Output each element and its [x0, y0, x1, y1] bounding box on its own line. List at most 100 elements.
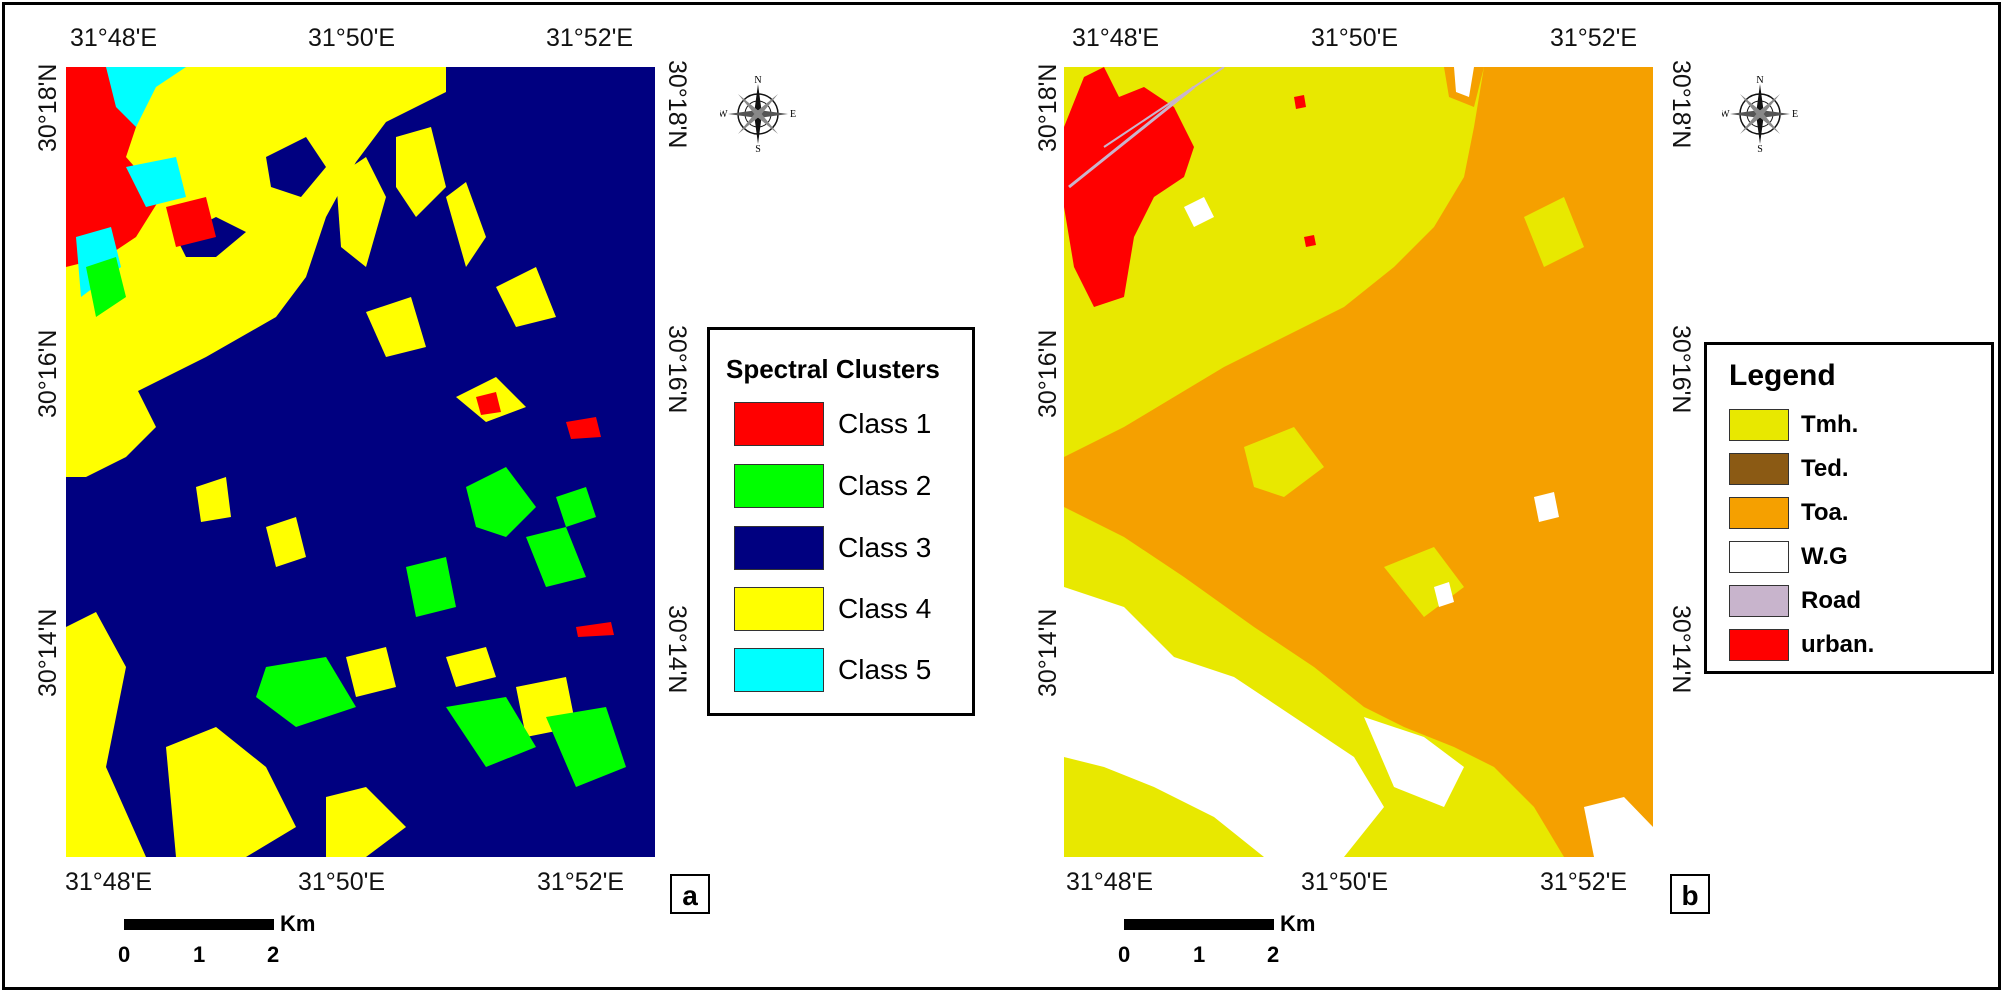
compass-s: S: [1757, 144, 1763, 152]
legend-item-label: Tmh.: [1801, 411, 1859, 438]
legend-item: Toa.: [1729, 497, 1849, 529]
legend-item-label: Class 1: [838, 408, 932, 439]
class-4-region: [446, 182, 486, 267]
legend-spectral-clusters: Spectral Clusters Class 1 Class 2 Class …: [707, 327, 975, 716]
compass-s: S: [755, 144, 761, 152]
class-5-region: [76, 227, 121, 297]
scale-unit: Km: [280, 911, 316, 936]
wg-region: [1534, 492, 1559, 522]
class-2-region: [466, 467, 536, 537]
lon-tick-top: 31°50'E: [308, 24, 396, 52]
legend-swatch: [734, 648, 824, 692]
class-2-region: [526, 527, 586, 587]
lon-tick-top: 31°48'E: [1072, 24, 1160, 52]
lon-tick-top: 31°48'E: [70, 24, 158, 52]
legend-swatch: [734, 402, 824, 446]
class-4-region: [266, 517, 306, 567]
scale-tick: 2: [1267, 942, 1280, 967]
legend-item-label: Class 3: [838, 532, 932, 563]
urban-region: [1304, 235, 1316, 247]
legend-item-label: Class 4: [838, 593, 932, 624]
legend-item-label: Road: [1801, 587, 1861, 614]
legend-item: Tmh.: [1729, 409, 1858, 441]
compass-n: N: [1756, 76, 1763, 86]
legend-item-label: Class 2: [838, 470, 932, 501]
lat-tick-right: 30°16'N: [663, 325, 691, 414]
legend-item: urban.: [1729, 629, 1874, 661]
legend-swatch: [1729, 497, 1789, 529]
lat-tick-right: 30°18'N: [663, 60, 691, 149]
legend-swatch: [1729, 585, 1789, 617]
legend-item: Class 3: [734, 526, 931, 570]
cluster-map: [66, 67, 655, 857]
panel-label: b: [1670, 874, 1710, 914]
lat-tick-right: 30°14'N: [663, 605, 691, 694]
legend-item-label: W.G: [1801, 543, 1848, 570]
class-4-region: [326, 787, 406, 857]
lon-tick-bottom: 31°50'E: [1301, 868, 1389, 896]
class-4-region: [396, 127, 446, 217]
wg-region: [1364, 717, 1464, 807]
scale-tick: 0: [1118, 942, 1131, 967]
wg-region: [1434, 582, 1454, 607]
legend-item: Road: [1729, 585, 1861, 617]
toa-region: [1064, 67, 1653, 857]
lat-tick-left: 30°16'N: [34, 329, 62, 418]
lon-tick-bottom: 31°48'E: [65, 868, 153, 896]
lon-tick-bottom: 31°52'E: [537, 868, 625, 896]
north-arrow-icon: N S E W: [1722, 76, 1798, 152]
compass-n: N: [754, 76, 761, 86]
road-line: [1103, 67, 1225, 148]
class-2-region: [446, 697, 536, 767]
class-4-region: [66, 612, 146, 857]
lon-tick-bottom: 31°50'E: [298, 868, 386, 896]
class-4-region: [366, 297, 426, 357]
lat-tick-right: 30°16'N: [1667, 325, 1695, 414]
legend-item: Class 1: [734, 402, 931, 446]
geology-map: [1064, 67, 1653, 857]
class-2-region: [86, 257, 126, 317]
legend-item: W.G: [1729, 541, 1848, 573]
class-4-region: [336, 157, 386, 267]
class-4-region: [196, 477, 231, 522]
compass-w: W: [720, 109, 728, 120]
urban-region: [1294, 95, 1306, 109]
class-4-region: [66, 387, 156, 477]
lat-tick-left: 30°18'N: [34, 63, 62, 152]
legend-title: Spectral Clusters: [726, 354, 940, 384]
legend-item-label: Ted.: [1801, 455, 1849, 482]
legend-swatch: [734, 587, 824, 631]
class-4-region: [166, 727, 296, 857]
class-5-region: [106, 67, 186, 127]
scale-tick: 1: [193, 942, 206, 967]
lat-tick-left: 30°14'N: [34, 608, 62, 697]
legend-item: Ted.: [1729, 453, 1849, 485]
scale-bar: [1124, 919, 1274, 930]
class-1-region: [576, 622, 614, 637]
lat-tick-right: 30°18'N: [1667, 60, 1695, 149]
legend-item: Class 5: [734, 648, 931, 692]
legend-item: Class 2: [734, 464, 931, 508]
road-line: [1068, 85, 1195, 189]
scale-bar: [124, 919, 274, 930]
class-4-region: [346, 647, 396, 697]
wg-region: [1584, 797, 1653, 857]
class-2-region: [406, 557, 456, 617]
legend-swatch: [734, 464, 824, 508]
class-1-region: [566, 417, 601, 439]
class-2-region: [256, 657, 356, 727]
wg-region: [1064, 587, 1384, 857]
lon-tick-top: 31°52'E: [1550, 24, 1638, 52]
legend-swatch: [734, 526, 824, 570]
lon-tick-bottom: 31°48'E: [1066, 868, 1154, 896]
scale-tick: 0: [118, 942, 131, 967]
scale-tick: 2: [267, 942, 280, 967]
panel-label: a: [670, 874, 710, 914]
legend-item-label: Class 5: [838, 654, 932, 685]
legend-item: Class 4: [734, 587, 931, 631]
legend-swatch: [1729, 409, 1789, 441]
lon-tick-top: 31°50'E: [1311, 24, 1399, 52]
lat-tick-left: 30°14'N: [1034, 608, 1062, 697]
scale-tick: 1: [1193, 942, 1206, 967]
